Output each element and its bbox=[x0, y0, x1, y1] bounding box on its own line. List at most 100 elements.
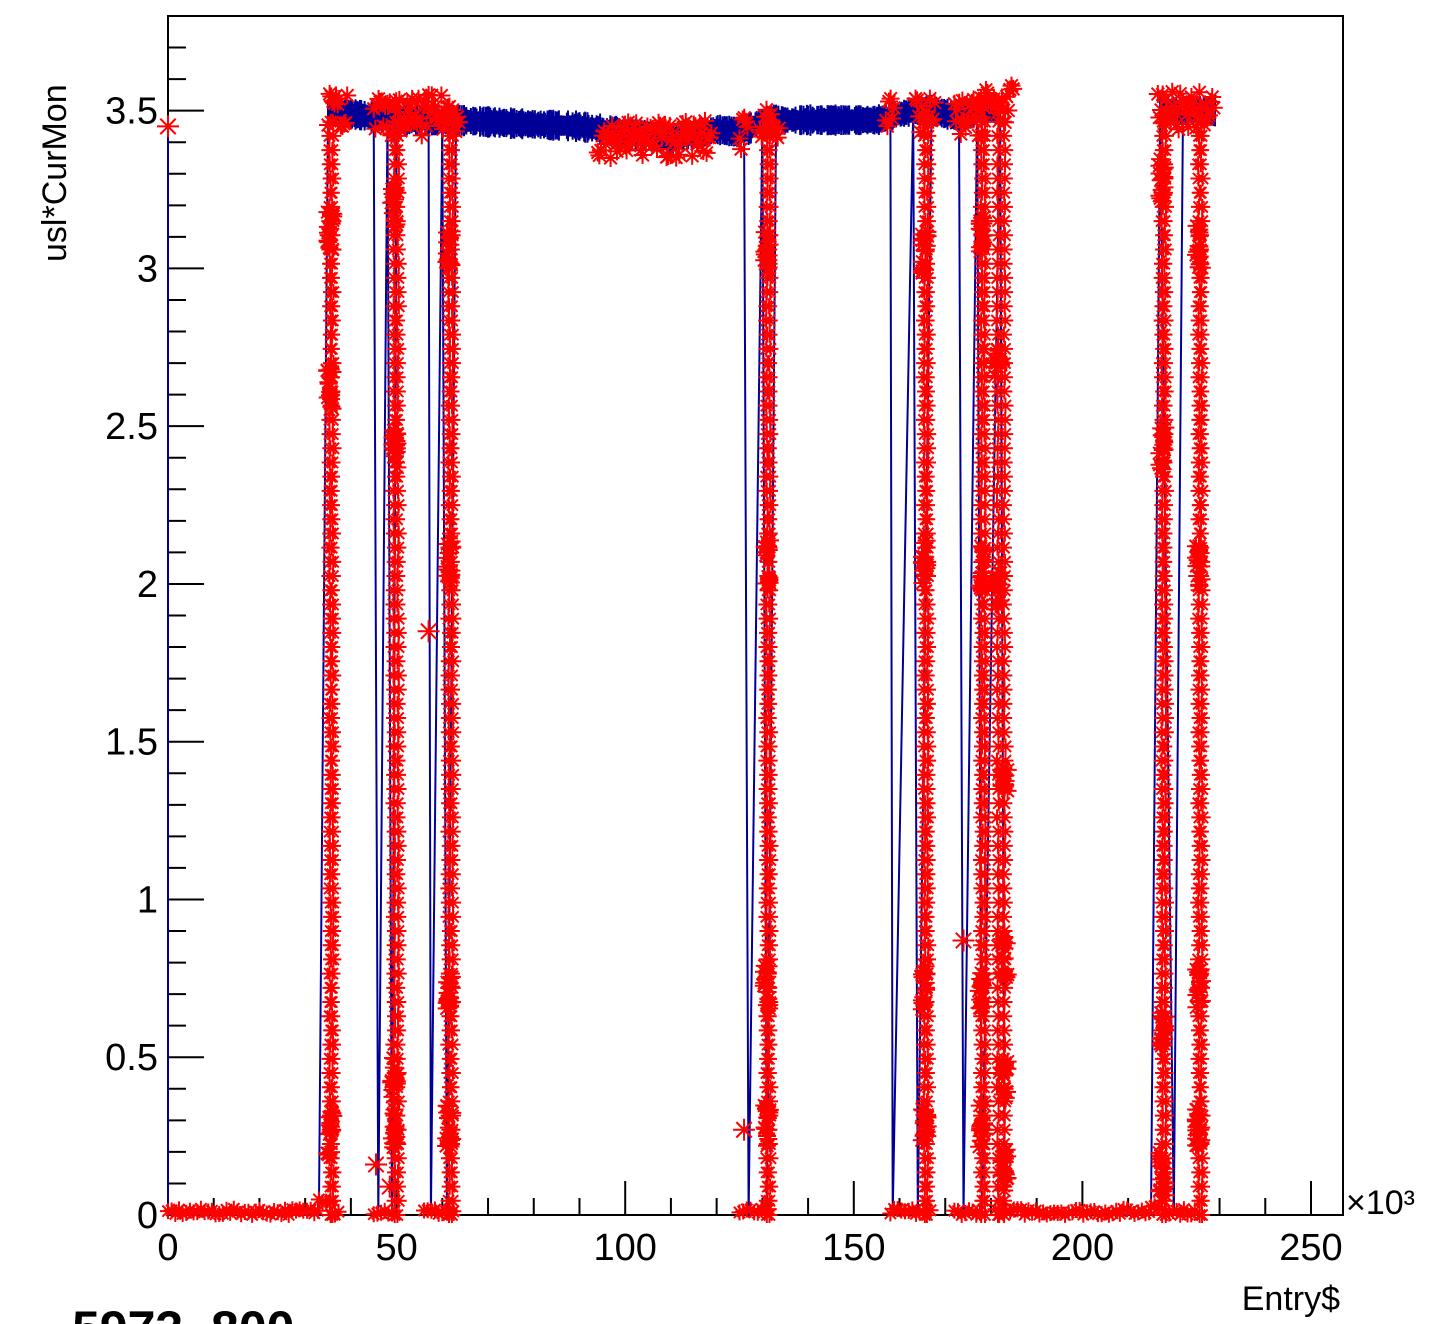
marker-point bbox=[976, 624, 993, 641]
marker-point bbox=[325, 1164, 342, 1181]
marker-point bbox=[266, 1202, 283, 1219]
marker-point bbox=[1157, 667, 1174, 684]
marker-point bbox=[1194, 1150, 1211, 1167]
marker-point bbox=[443, 1150, 460, 1167]
marker-point bbox=[1156, 454, 1173, 471]
marker-point bbox=[1157, 1207, 1174, 1223]
marker-point bbox=[977, 113, 994, 130]
marker-point bbox=[976, 667, 993, 684]
marker-point bbox=[996, 198, 1013, 215]
marker-point bbox=[325, 624, 342, 641]
marker-point bbox=[1152, 101, 1171, 120]
marker-point bbox=[1192, 1079, 1209, 1096]
marker-point bbox=[1156, 468, 1173, 485]
marker-point bbox=[445, 695, 462, 712]
marker-point bbox=[1154, 1025, 1173, 1044]
marker-point bbox=[1002, 1203, 1019, 1220]
marker-point bbox=[973, 234, 992, 253]
marker-point bbox=[390, 1008, 407, 1025]
marker-point bbox=[325, 170, 342, 187]
marker-point bbox=[1194, 213, 1211, 230]
marker-point bbox=[323, 994, 340, 1011]
marker-point bbox=[920, 568, 937, 585]
marker-point bbox=[735, 1203, 752, 1220]
marker-point bbox=[291, 1201, 308, 1218]
marker-point bbox=[918, 1136, 935, 1153]
marker-point bbox=[996, 894, 1013, 911]
marker-point bbox=[907, 1205, 924, 1222]
marker-point bbox=[438, 991, 457, 1010]
marker-point bbox=[399, 103, 418, 122]
marker-point bbox=[323, 979, 340, 996]
marker-point bbox=[324, 752, 341, 769]
marker-point bbox=[390, 1093, 407, 1110]
marker-point bbox=[325, 823, 342, 840]
marker-point bbox=[1193, 440, 1210, 457]
marker-point bbox=[991, 96, 1010, 115]
marker-point bbox=[445, 752, 462, 769]
marker-point bbox=[324, 653, 341, 670]
marker-point bbox=[918, 369, 935, 386]
marker-point bbox=[1193, 1008, 1210, 1025]
marker-point bbox=[695, 111, 714, 130]
marker-point bbox=[426, 97, 445, 116]
marker-point bbox=[1157, 1093, 1174, 1110]
marker-point bbox=[1194, 355, 1211, 372]
marker-point bbox=[324, 298, 341, 315]
marker-point bbox=[977, 198, 994, 215]
marker-point bbox=[976, 781, 993, 798]
marker-point bbox=[976, 1207, 993, 1223]
marker-point bbox=[324, 369, 341, 386]
marker-point bbox=[996, 624, 1013, 641]
marker-point bbox=[977, 497, 994, 514]
marker-point bbox=[762, 908, 779, 925]
marker-point bbox=[762, 426, 779, 443]
marker-point bbox=[989, 397, 1006, 414]
marker-point bbox=[324, 809, 341, 826]
marker-point bbox=[976, 1178, 993, 1195]
marker-point bbox=[309, 1202, 326, 1219]
marker-point bbox=[444, 1121, 461, 1138]
marker-point bbox=[1157, 923, 1174, 940]
marker-point bbox=[976, 369, 993, 386]
marker-point bbox=[1194, 1178, 1211, 1195]
marker-point bbox=[997, 1140, 1016, 1159]
marker-point bbox=[1157, 383, 1174, 400]
marker-point bbox=[976, 994, 993, 1011]
marker-point bbox=[996, 255, 1013, 272]
marker-point bbox=[389, 1207, 406, 1223]
marker-point bbox=[324, 468, 341, 485]
marker-point bbox=[768, 128, 787, 147]
marker-point bbox=[325, 724, 342, 741]
marker-point bbox=[1187, 1100, 1206, 1119]
marker-point bbox=[1193, 397, 1210, 414]
marker-point bbox=[448, 107, 467, 126]
marker-point bbox=[881, 89, 900, 108]
marker-point bbox=[760, 1008, 777, 1025]
marker-point bbox=[389, 596, 406, 613]
marker-point bbox=[736, 112, 755, 131]
marker-point bbox=[976, 1107, 993, 1124]
marker-point bbox=[389, 411, 406, 428]
marker-point bbox=[444, 426, 461, 443]
marker-point bbox=[732, 140, 751, 159]
marker-point bbox=[444, 1107, 461, 1124]
marker-point bbox=[997, 340, 1014, 357]
marker-point bbox=[445, 610, 462, 627]
marker-point bbox=[324, 1178, 341, 1195]
marker-point bbox=[996, 1022, 1013, 1039]
marker-point bbox=[389, 1050, 406, 1067]
marker-point bbox=[438, 534, 457, 553]
marker-point bbox=[948, 100, 967, 119]
marker-point bbox=[761, 241, 778, 258]
marker-point bbox=[325, 440, 342, 457]
marker-point bbox=[325, 553, 342, 570]
marker-point bbox=[1193, 142, 1210, 159]
marker-point bbox=[760, 965, 777, 982]
marker-point bbox=[997, 738, 1014, 755]
marker-point bbox=[443, 738, 460, 755]
marker-point bbox=[401, 95, 420, 114]
marker-point bbox=[918, 1121, 935, 1138]
marker-point bbox=[1156, 440, 1173, 457]
marker-point bbox=[977, 525, 994, 542]
